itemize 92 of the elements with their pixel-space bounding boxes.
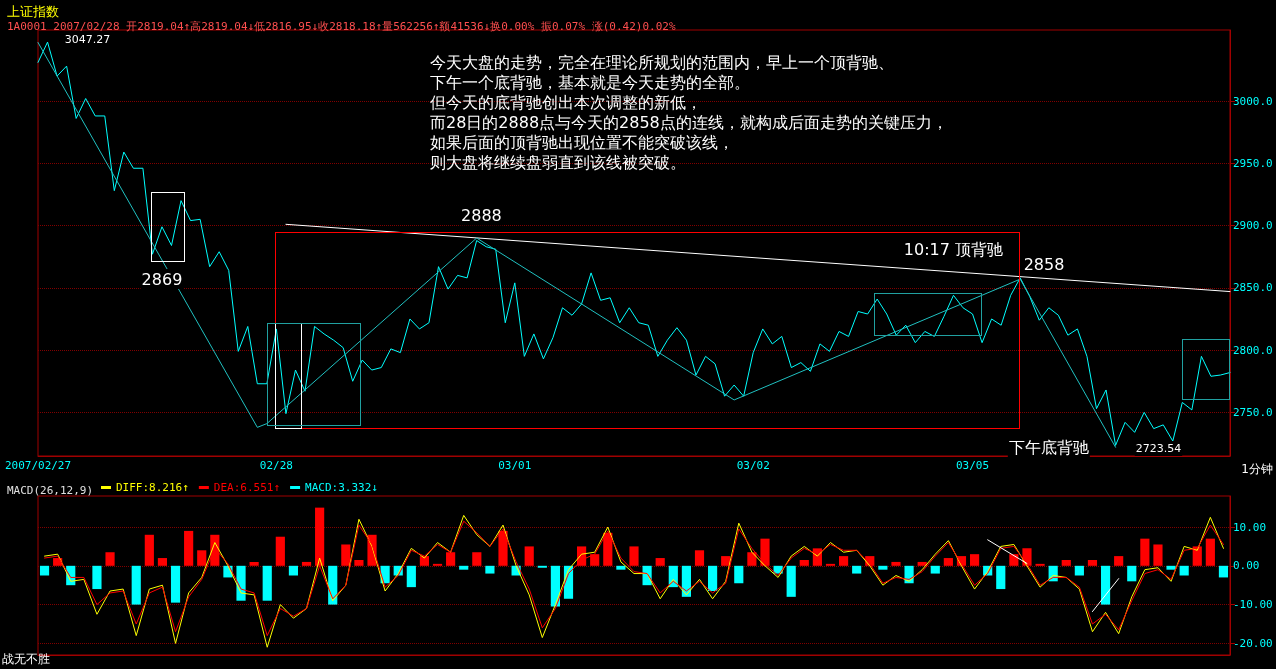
bar [1205, 538, 1215, 566]
bar [996, 565, 1006, 590]
annotation: 下午底背驰 [1008, 437, 1089, 457]
bar [459, 565, 469, 570]
bar [262, 565, 272, 601]
bar [197, 550, 207, 566]
bar [1153, 544, 1163, 566]
chart-title: 上证指数 [7, 4, 59, 19]
bar [406, 565, 416, 588]
bar [131, 565, 141, 605]
y-tick-label: 3000.0 [1233, 94, 1273, 108]
bar [839, 556, 849, 566]
bar [1074, 565, 1084, 576]
bar [1218, 565, 1229, 578]
bar [446, 552, 456, 566]
bar [301, 561, 312, 566]
legend-label: DIFF:8.216↑ [116, 481, 189, 494]
bar [524, 546, 534, 566]
bar [550, 565, 560, 607]
bar [170, 565, 181, 603]
annotation: 3047.27 [64, 33, 111, 47]
bar [629, 546, 639, 566]
bar [917, 561, 927, 566]
bar [1061, 559, 1071, 566]
annotation: 战无不胜 [2, 652, 50, 666]
bar [799, 559, 809, 566]
bar [943, 558, 953, 566]
bar [786, 565, 796, 597]
annotation: 2888 [461, 206, 502, 226]
bar [616, 565, 626, 570]
y-tick-label: 2950.0 [1233, 156, 1273, 170]
bar [852, 565, 862, 574]
bar [485, 565, 495, 574]
bar [760, 538, 770, 566]
y-tick-label: -10.00 [1233, 598, 1273, 612]
bar [930, 565, 940, 574]
bar [288, 565, 299, 576]
bar [694, 550, 705, 566]
bar [747, 552, 757, 566]
x-tick-label: 03/01 [498, 459, 532, 472]
bar [891, 561, 901, 566]
annotation: 2869 [141, 269, 183, 289]
annotation: 10:17 顶背驰 [903, 239, 1004, 259]
x-tick-label: 2007/02/27 [4, 459, 72, 472]
bar [105, 552, 115, 566]
bar [354, 559, 364, 566]
bar [708, 565, 718, 592]
annotation: 2858 [1023, 254, 1065, 274]
y-tick-label: 2750.0 [1233, 405, 1273, 419]
bar [969, 554, 980, 566]
y-tick-label: -20.00 [1233, 636, 1273, 650]
x-tick-label: 03/05 [955, 459, 990, 472]
bar [1087, 559, 1098, 566]
bar [341, 544, 351, 566]
bar [1022, 548, 1032, 566]
bar [878, 565, 888, 570]
bar [1127, 565, 1137, 582]
bar [1100, 565, 1111, 605]
bar [1114, 556, 1124, 566]
legend-label: MACD:3.332↓ [305, 481, 378, 494]
text: 1分钟 [1241, 462, 1274, 476]
bar [275, 536, 285, 566]
annotation: 今天大盘的走势，完全在理论所规划的范围内，早上一个顶背驰、下午一个底背驰，基本就是今天走势的全部。但今天的底背驰创出本次调整的新低，而28日的2888点与今天的2858点的连线，就构成后面走势的关键压力，如果后面的顶背驰出现位置不能突破该线，则大盘将继续盘弱直到该线被突破。 [430, 52, 948, 172]
bar [1192, 546, 1202, 566]
bar [1179, 565, 1189, 576]
bar [157, 558, 168, 566]
bar [1140, 538, 1150, 566]
bar [655, 558, 665, 566]
bar [721, 556, 731, 566]
bar [144, 534, 154, 566]
bar [184, 530, 194, 566]
y-tick-label: 2800.0 [1233, 343, 1273, 357]
y-tick-label: 10.00 [1233, 520, 1267, 534]
x-tick-label: 02/28 [259, 459, 293, 472]
bar [419, 556, 429, 566]
y-tick-label: 0.00 [1233, 559, 1260, 573]
bar [92, 565, 102, 590]
bar [1166, 565, 1176, 570]
x-tick-label: 03/02 [736, 459, 770, 472]
bar [498, 530, 508, 566]
bar [590, 554, 600, 566]
y-tick-label: 2850.0 [1233, 281, 1273, 295]
bar [734, 565, 744, 584]
chart-subtitle: 1A0001 2007/02/28 开2819.04↑高2819.04↓低2816.95↓收2818.18↑量562256↑额41536↓换0.00% 振0.07% 涨(0.42)0.02% [7, 20, 676, 33]
y-tick-label: 2900.0 [1233, 219, 1273, 233]
legend-label: DEA:6.551↑ [213, 481, 281, 494]
bar [472, 552, 482, 566]
bar [249, 561, 259, 566]
chart-title: MACD(26,12,9) [7, 484, 94, 497]
bar [39, 565, 50, 576]
bar [367, 534, 377, 566]
annotation: 2723.54 [1135, 442, 1182, 456]
